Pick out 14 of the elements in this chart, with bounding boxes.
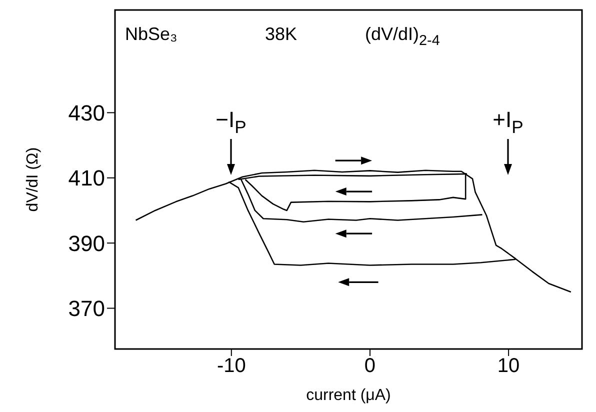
annotation: NbSe₃ [125, 24, 178, 44]
y-axis-title: dV/dI (Ω) [24, 147, 42, 212]
annotation: −I$_{P}$ [216, 107, 246, 138]
y-tick-label: 430 [68, 100, 105, 126]
x-tick-label: 10 [497, 355, 520, 378]
y-tick-label: 390 [68, 230, 105, 256]
annotation: 38K [265, 24, 298, 44]
y-tick-label: 410 [68, 166, 105, 191]
annotation: (dV/dI)$_{2-4}$ [365, 24, 440, 49]
annotation: +I$_{P}$ [492, 107, 524, 138]
x-tick-label: -10 [216, 355, 246, 378]
y-tick-label: 370 [68, 296, 105, 322]
x-axis-title: current (μA) [306, 387, 391, 404]
x-tick-label: 0 [364, 355, 376, 378]
